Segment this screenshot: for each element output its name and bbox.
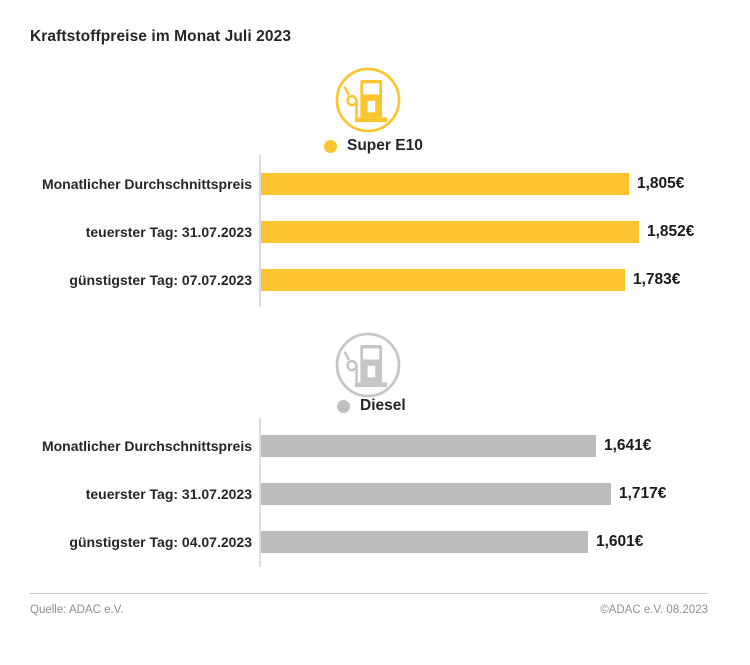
value-label: 1,717€ xyxy=(619,485,667,502)
bar-diesel-cheapest-day xyxy=(261,531,588,553)
fuel-pump-icon xyxy=(334,331,402,399)
category-label: günstigster Tag: 04.07.2023 xyxy=(69,534,252,550)
value-label: 1,852€ xyxy=(647,223,695,240)
category-label: Monatlicher Durchschnittspreis xyxy=(41,438,252,454)
bar-diesel-most-expensive-day xyxy=(261,483,611,505)
legend-diesel: Diesel xyxy=(337,396,406,416)
category-label: teuerster Tag: 31.07.2023 xyxy=(85,486,252,502)
bar-row: Monatlicher Durchschnittspreis 1,641€ xyxy=(0,435,651,457)
bar-super-average xyxy=(261,173,629,195)
fuel-pump-icon xyxy=(334,66,402,134)
bar-super-most-expensive-day xyxy=(261,221,639,243)
bar-row: teuerster Tag: 31.07.2023 1,852€ xyxy=(0,221,694,243)
axis-line xyxy=(259,418,261,567)
page-title: Kraftstoffpreise im Monat Juli 2023 xyxy=(30,28,292,45)
legend-label: Super E10 xyxy=(347,137,423,154)
axis-line xyxy=(259,155,261,307)
bar-row: Monatlicher Durchschnittspreis 1,805€ xyxy=(0,173,684,195)
value-label: 1,601€ xyxy=(596,533,644,550)
copyright-text: ©ADAC e.V. 08.2023 xyxy=(600,604,708,616)
legend-super-e10: Super E10 xyxy=(324,136,423,156)
bar-super-cheapest-day xyxy=(261,269,625,291)
legend-dot-icon xyxy=(337,399,350,413)
bar-row: teuerster Tag: 31.07.2023 1,717€ xyxy=(0,483,666,505)
value-label: 1,641€ xyxy=(604,437,652,454)
legend-label: Diesel xyxy=(360,397,406,414)
bar-row: günstigster Tag: 04.07.2023 1,601€ xyxy=(0,531,643,553)
category-label: teuerster Tag: 31.07.2023 xyxy=(85,224,252,240)
value-label: 1,783€ xyxy=(633,271,681,288)
legend-dot-icon xyxy=(324,139,337,153)
bar-diesel-average xyxy=(261,435,596,457)
category-label: Monatlicher Durchschnittspreis xyxy=(41,176,252,192)
footer-divider xyxy=(30,593,708,594)
value-label: 1,805€ xyxy=(637,175,685,192)
category-label: günstigster Tag: 07.07.2023 xyxy=(69,272,252,288)
source-text: Quelle: ADAC e.V. xyxy=(30,604,124,616)
bar-row: günstigster Tag: 07.07.2023 1,783€ xyxy=(0,269,680,291)
